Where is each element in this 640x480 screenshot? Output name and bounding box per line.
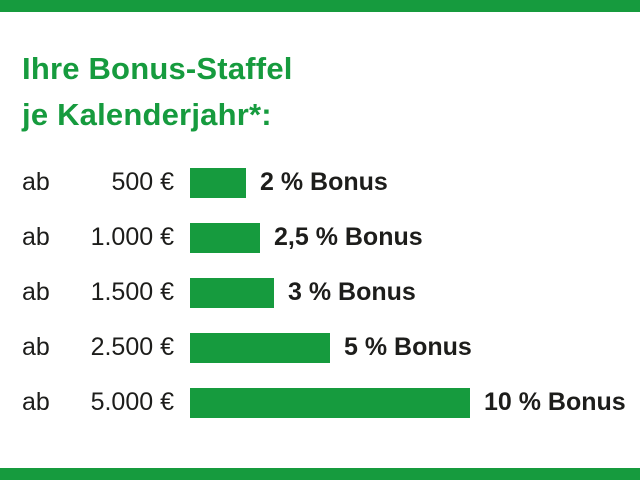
- bonus-bar: [190, 222, 260, 253]
- threshold-prefix: ab: [22, 168, 50, 196]
- chart-title-line-2: je Kalenderjahr*:: [22, 97, 272, 132]
- bonus-percent-label: 3 % Bonus: [288, 278, 416, 306]
- bonus-bar: [190, 167, 246, 198]
- top-accent-stripe: [0, 0, 640, 12]
- threshold-amount: 500 €: [111, 168, 174, 196]
- threshold-amount: 2.500 €: [90, 333, 174, 361]
- threshold-prefix: ab: [22, 223, 50, 251]
- threshold-label: ab 1.500 €: [22, 278, 174, 307]
- bottom-accent-stripe: [0, 468, 640, 480]
- bonus-row: ab 2.500 € 5 % Bonus: [22, 320, 640, 375]
- threshold-amount: 5.000 €: [90, 388, 174, 416]
- bonus-rows: ab 500 € 2 % Bonus ab 1.000 € 2,5 % Bonu…: [22, 155, 640, 430]
- bonus-row: ab 5.000 € 10 % Bonus: [22, 375, 640, 430]
- threshold-prefix: ab: [22, 333, 50, 361]
- bonus-bar: [190, 387, 470, 418]
- chart-title: Ihre Bonus-Staffel je Kalenderjahr*:: [22, 46, 293, 138]
- bonus-percent-label: 2 % Bonus: [260, 168, 388, 196]
- bonus-row: ab 1.000 € 2,5 % Bonus: [22, 210, 640, 265]
- chart-title-line-1: Ihre Bonus-Staffel: [22, 51, 293, 86]
- threshold-amount: 1.000 €: [90, 223, 174, 251]
- threshold-prefix: ab: [22, 278, 50, 306]
- bonus-percent-label: 10 % Bonus: [484, 388, 626, 416]
- bonus-bar: [190, 332, 330, 363]
- bonus-row: ab 500 € 2 % Bonus: [22, 155, 640, 210]
- bonus-bar: [190, 277, 274, 308]
- bonus-row: ab 1.500 € 3 % Bonus: [22, 265, 640, 320]
- threshold-prefix: ab: [22, 388, 50, 416]
- threshold-label: ab 2.500 €: [22, 333, 174, 362]
- bonus-percent-label: 2,5 % Bonus: [274, 223, 423, 251]
- bonus-percent-label: 5 % Bonus: [344, 333, 472, 361]
- threshold-label: ab 500 €: [22, 168, 174, 197]
- threshold-amount: 1.500 €: [90, 278, 174, 306]
- threshold-label: ab 5.000 €: [22, 388, 174, 417]
- threshold-label: ab 1.000 €: [22, 223, 174, 252]
